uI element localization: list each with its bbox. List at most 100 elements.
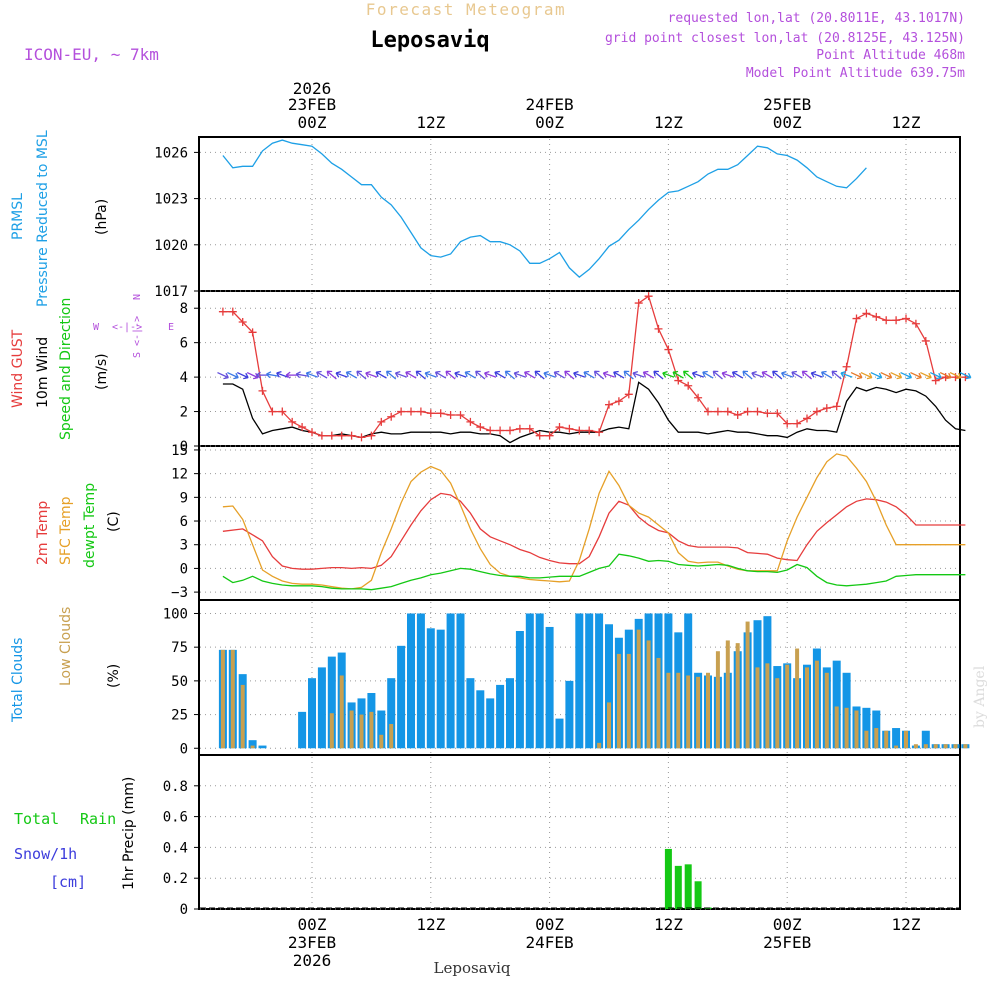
total-cloud-bar [377,710,386,749]
gust-marker [911,319,920,328]
wind-arrow-head [602,370,609,378]
wind-arrow [712,370,723,380]
wind-arrow-shaft [712,370,723,380]
low-cloud-bar [329,713,334,749]
total-cloud-bar [248,740,257,749]
total-cloud-bar [486,698,495,749]
y-tick-label: 2 [180,405,188,421]
y-tick-label: 0 [180,902,188,918]
wind-arrow-head [513,370,520,378]
low-cloud-bar [359,714,364,749]
gust-marker [565,424,574,433]
total-cloud-bar [555,718,564,749]
low-cloud-bar [240,684,245,749]
y-tick-label: 1026 [154,145,188,161]
wind-arrow [236,371,249,380]
total-cloud-bar [387,678,396,749]
gust-marker [704,407,712,416]
wind-arrow-shaft [415,370,426,380]
sfc-label: SFC Temp [58,496,74,565]
top-year-label: 2026 [293,79,332,98]
gust-marker [634,299,643,308]
gust-marker [832,402,841,411]
wind-arrow [305,370,318,378]
wind-arrow-head [316,370,322,377]
gust-marker [476,423,485,432]
wind-arrow-head [295,371,301,379]
total-cloud-bar [565,680,574,749]
wind-dir-label: Speed and Direction [58,298,74,440]
gust-marker [515,424,524,433]
sfc-temp-line [222,453,966,590]
pressure-unit: (hPa) [94,199,110,235]
wind-arrow [682,370,694,380]
low-cloud-bar [775,678,780,749]
total-cloud-bar [416,613,425,749]
compass-s: S [132,352,143,358]
low-cloud-bar [864,730,869,749]
y-tick-label: 50 [171,674,188,690]
wind-arrow [513,370,526,378]
wind-arrow-shaft [346,371,358,379]
wind-arrow-head [385,370,392,377]
wind-arrow-shaft [603,372,615,378]
gust-marker [506,426,514,435]
wind-arrow-shaft [484,372,497,378]
wind-arrow-shaft [316,371,328,379]
low-cloud-bar [597,742,602,749]
wind-arrow-shaft [939,371,952,379]
compass-arrows-h: <-|-> [112,322,142,333]
wind-arrow-shaft [772,370,783,380]
y-tick-label: 12 [171,467,188,483]
wind-arrow [276,370,289,378]
wind-arrow [910,371,922,380]
total-cloud-bar [892,728,901,749]
gust-marker [288,417,297,426]
wind-arrow-head [335,370,342,378]
gust-marker [624,390,633,399]
wind-arrow-head [965,372,972,380]
wind-arrow-shaft [564,370,575,380]
gust-marker [308,428,316,437]
compass-n: N [132,294,143,300]
rain-bar [694,881,702,909]
wind-arrow-shaft [801,370,813,380]
top-date-label: 25FEB [763,95,811,114]
wind-arrow-head [672,370,679,377]
low-cloud-bar [834,706,839,749]
y-tick-label: 6 [180,336,188,352]
wind-arrow [870,371,883,380]
total-cloud-bar [515,631,524,749]
wind-arrow-shaft [890,371,902,379]
wind-arrow-head [946,372,952,380]
wind-arrow-head [543,370,549,378]
total-cloud-bar [476,690,485,749]
wind-arrow-shaft [929,371,942,379]
wind-arrow-shaft [860,371,873,379]
wind-arrow-shaft [246,371,259,379]
wind-arrow-shaft [326,370,337,380]
wind-arrow-head [326,370,333,377]
wind-arrow-shaft [692,372,704,378]
wind10-label: 10m Wind [35,337,51,408]
total-cloud-bar [308,678,316,749]
wind-arrow-shaft [880,371,892,379]
wind-arrow-shaft [811,372,823,378]
gust-marker [466,417,475,426]
wind-arrow-head [454,370,460,378]
wind-arrow-shaft [732,371,744,379]
gust-marker [862,309,871,318]
wind-arrow-shaft [840,372,853,378]
wind-arrow-head [365,370,371,378]
gust-marker [268,407,277,416]
total-cloud-bar [545,626,554,749]
total-cloud-bar [446,613,455,749]
gust-marker [812,407,821,416]
gust-marker [694,393,703,402]
wind-arrow-shaft [721,372,734,378]
low-cloud-bar [349,710,354,749]
low-cloud-bar [904,730,908,749]
y-tick-label: 0.4 [163,840,188,856]
y-tick-label: 0.2 [163,871,188,887]
wind-arrow-shaft [594,370,605,380]
